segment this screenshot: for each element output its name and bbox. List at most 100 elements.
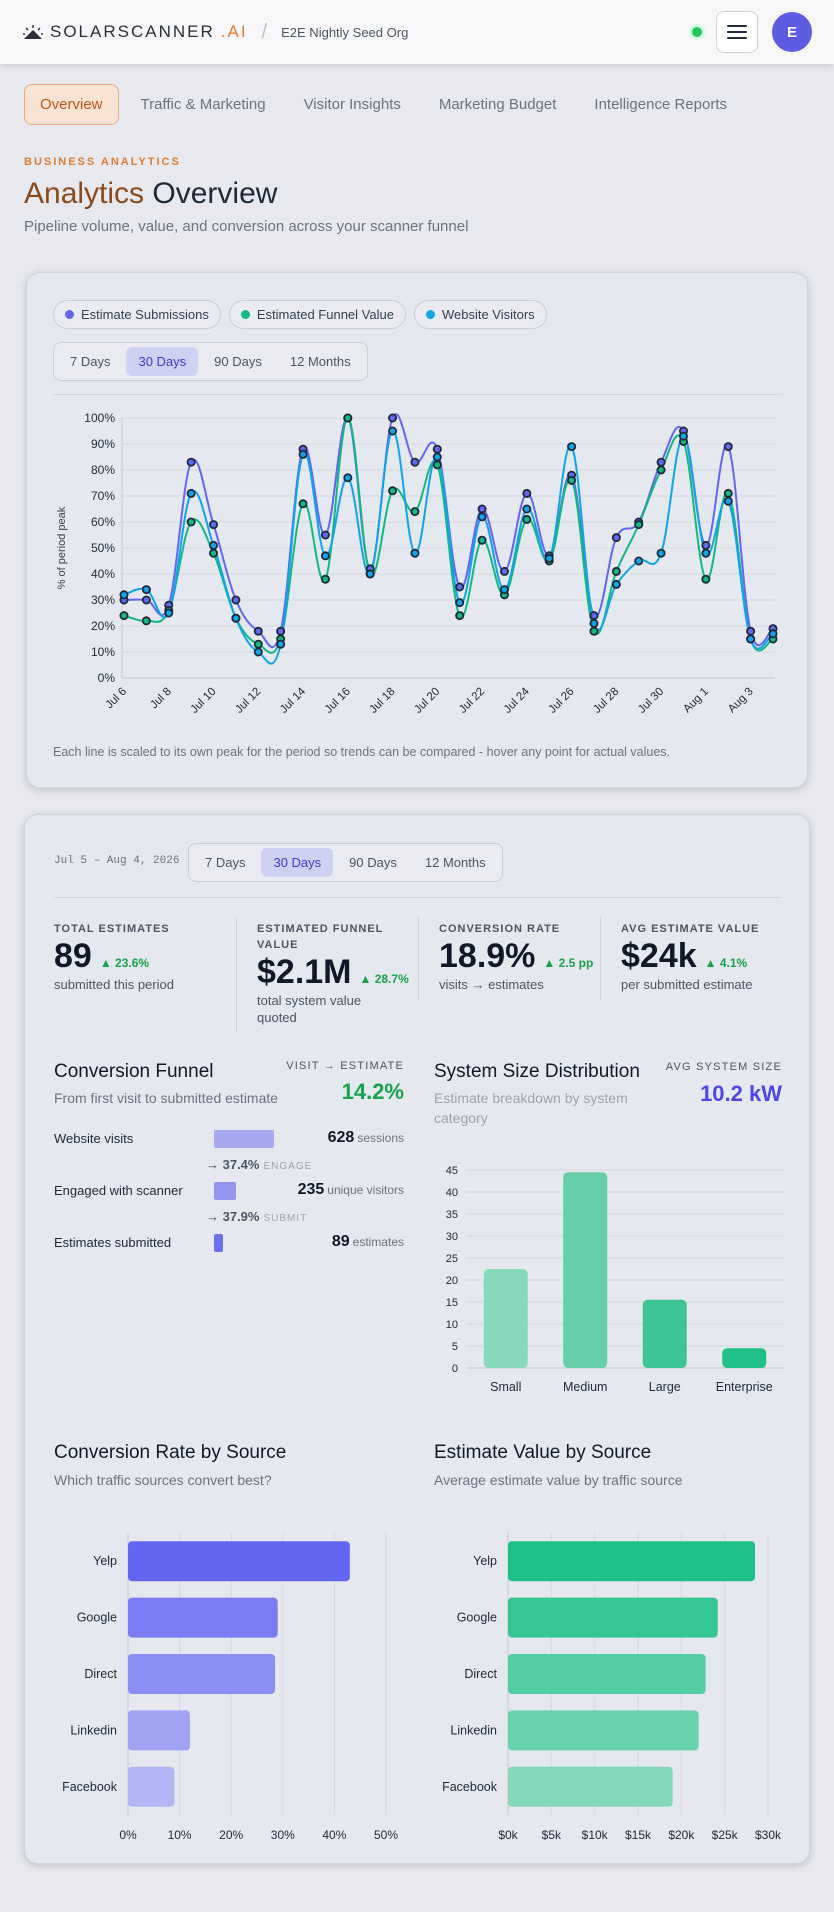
system-size-bar-chart[interactable]: 0 5 10 15 20 25 30 35 40 45 Small Medium Large Enterp… [434, 1155, 794, 1400]
system-size-metric-value: 10.2 kW [700, 1081, 782, 1106]
kpi-label: AVG ESTIMATE VALUE [621, 923, 760, 935]
funnel-step: Website visits 628 sessions [54, 1128, 404, 1150]
range-7-days[interactable]: 7 Days [205, 855, 246, 870]
data-point [209, 520, 219, 530]
conv-source-title: Conversion Rate by Source [54, 1442, 287, 1463]
data-point [477, 535, 487, 545]
trend-range-selector: 7 Days 30 Days 90 Days 12 Months [53, 342, 368, 381]
x-tick-label: Jul 18 [367, 686, 397, 716]
y-tick-label: 60% [91, 515, 115, 529]
data-point [678, 431, 688, 441]
x-tick-label: Jul 10 [188, 686, 218, 716]
funnel-step-value-row: 628 sessions [328, 1129, 404, 1147]
y-tick-label: 10 [446, 1319, 458, 1331]
funnel-step: Estimates submitted 89 estimates [54, 1232, 404, 1254]
data-point [522, 504, 532, 514]
x-tick-label: Jul 14 [278, 685, 309, 716]
data-point [455, 598, 465, 608]
data-point [701, 540, 711, 550]
avatar[interactable]: E [772, 12, 812, 52]
legend-website-visitors[interactable]: Website Visitors [413, 300, 547, 329]
range-7-days[interactable]: 7 Days [70, 354, 111, 369]
org-name[interactable]: E2E Nightly Seed Org [281, 24, 409, 40]
data-point [634, 556, 644, 566]
legend-funnel-value[interactable]: Estimated Funnel Value [228, 300, 406, 329]
x-tick-label: $30k [755, 1828, 782, 1842]
hamburger-menu-icon[interactable] [716, 11, 758, 53]
funnel-step-value: 89 [331, 1233, 350, 1250]
kpi-funnel-value: ESTIMATED FUNNEL VALUE $2.1M ▲ 28.7% tota… [257, 921, 417, 1026]
conv-source-bar-chart[interactable]: 0% 10% 20% 30% 40% 50% Yelp Google Direct Linkedi… [25, 1515, 420, 1845]
funnel-subtitle: From first visit to submitted estimate [54, 1090, 279, 1106]
funnel-conversion-rate: → 37.4% [206, 1157, 260, 1172]
funnel-step-unit: sessions [357, 1131, 404, 1145]
summary-card: Jul 5 – Aug 4, 2026 7 Days 30 Days 90 Da… [24, 814, 810, 1864]
tab-traffic-marketing[interactable]: Traffic & Marketing [140, 96, 266, 113]
y-tick-label: 80% [91, 463, 115, 477]
data-point [320, 551, 330, 561]
tab-overview[interactable]: Overview [24, 84, 119, 125]
data-point [746, 626, 756, 636]
funnel-step-unit: estimates [352, 1235, 404, 1249]
funnel-conversion-rate: → 37.9% [206, 1209, 260, 1224]
data-point [320, 574, 330, 584]
kpi-change: ▲ 23.6% [99, 956, 150, 970]
funnel-step-value: 628 [327, 1129, 355, 1146]
source-bar [508, 1710, 699, 1751]
kpi-sub: visits → estimates [439, 977, 544, 992]
kpi-conversion-rate: CONVERSION RATE 18.9% ▲ 2.5 pp visits → e… [439, 921, 604, 993]
range-12-months[interactable]: 12 Months [424, 855, 486, 870]
tab-visitor-insights[interactable]: Visitor Insights [303, 96, 401, 113]
data-point [701, 574, 711, 584]
tab-intelligence-reports[interactable]: Intelligence Reports [594, 96, 727, 113]
x-tick-label: Jul 28 [591, 686, 621, 716]
data-point [544, 553, 554, 563]
data-point [388, 413, 398, 423]
data-point [567, 442, 577, 452]
data-point [298, 449, 308, 459]
data-point [477, 512, 487, 522]
data-point [209, 540, 219, 550]
range-12-months[interactable]: 12 Months [289, 354, 351, 369]
data-point [209, 548, 219, 558]
date-range: Jul 5 – Aug 4, 2026 [54, 855, 180, 867]
data-point [343, 413, 353, 423]
y-tick-label: 15 [446, 1297, 458, 1309]
logo[interactable]: SOLARSCANNER .AI [22, 22, 248, 42]
range-90-days[interactable]: 90 Days [349, 855, 397, 870]
data-point [499, 566, 509, 576]
size-bar [722, 1348, 767, 1368]
x-tick-label: $5k [542, 1828, 562, 1842]
range-30-days[interactable]: 30 Days [126, 347, 199, 376]
range-30-days[interactable]: 30 Days [261, 848, 334, 877]
data-point [656, 457, 666, 467]
source-bar [128, 1654, 276, 1694]
kpi-change: ▲ 28.7% [359, 972, 409, 986]
value-source-bar-chart[interactable]: $0k $5k $10k $15k $20k $25k $30k Yelp Google Dire… [405, 1515, 805, 1845]
x-tick-label: $15k [625, 1828, 652, 1842]
data-point [522, 488, 532, 498]
funnel-metric-value: 14.2% [341, 1079, 404, 1104]
kpi-divider [236, 917, 237, 1033]
legend-estimate-submissions[interactable]: Estimate Submissions [53, 300, 221, 329]
x-tick-label: 30% [271, 1828, 295, 1842]
source-bar [508, 1766, 673, 1807]
data-point [410, 507, 420, 517]
range-90-days[interactable]: 90 Days [214, 354, 262, 369]
y-tick-label: Direct [464, 1667, 497, 1681]
tab-marketing-budget[interactable]: Marketing Budget [438, 96, 557, 113]
x-tick-label: Jul 12 [233, 686, 263, 716]
y-tick-label: 70% [91, 489, 115, 503]
data-point [231, 595, 241, 605]
data-point [746, 634, 756, 644]
y-tick-label: 0% [98, 671, 116, 685]
trend-line-chart[interactable]: 0% 10% 20% 30% 40% 50% 60% 70% 80% 90% 100% % of pe… [27, 401, 807, 741]
data-point [768, 629, 778, 639]
sun-logo-icon [23, 25, 43, 39]
data-point [186, 488, 196, 498]
funnel-bar [214, 1182, 237, 1200]
data-point [388, 426, 398, 436]
y-tick-label: Yelp [473, 1554, 497, 1568]
x-tick-label: Jul 16 [323, 686, 353, 716]
data-point [611, 579, 621, 589]
